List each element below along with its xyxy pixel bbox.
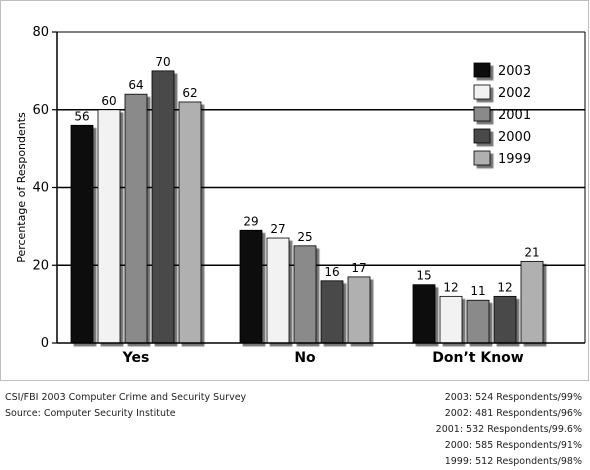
legend-swatch — [473, 84, 491, 100]
bars — [70, 70, 544, 344]
data-label: 70 — [155, 55, 170, 69]
y-tick-label: 60 — [32, 103, 49, 118]
data-label: 64 — [128, 78, 143, 92]
data-label: 16 — [324, 265, 339, 279]
data-label: 60 — [101, 94, 116, 108]
legend-label: 2000 — [498, 130, 531, 145]
bar — [347, 276, 371, 344]
respondent-line: 1999: 512 Respondents/98% — [444, 456, 582, 467]
bar — [239, 229, 263, 344]
legend-swatch — [473, 106, 491, 122]
source-line: CSI/FBI 2003 Computer Crime and Security… — [5, 392, 247, 403]
legend-swatch — [473, 62, 491, 78]
category-label: Yes — [122, 350, 150, 366]
bar — [493, 295, 517, 344]
bar — [466, 299, 490, 344]
respondent-line: 2002: 481 Respondents/96% — [444, 408, 582, 419]
legend-swatch — [473, 150, 491, 166]
respondent-line: 2000: 585 Respondents/91% — [444, 440, 582, 451]
y-tick-label: 0 — [41, 336, 49, 351]
y-tick-label: 20 — [32, 258, 49, 273]
axes — [52, 31, 586, 344]
y-tick-label: 40 — [32, 181, 49, 196]
data-label: 25 — [297, 230, 312, 244]
bar — [412, 284, 436, 344]
data-label: 12 — [497, 280, 512, 294]
legend-label: 2001 — [498, 108, 531, 123]
bar — [124, 93, 148, 344]
legend: 2003 2002 2001 2000 1999 — [473, 62, 531, 167]
data-label: 17 — [351, 261, 366, 275]
category-label: No — [294, 350, 316, 366]
category-label: Don’t Know — [432, 350, 524, 366]
legend-label: 2002 — [498, 86, 531, 101]
bar — [439, 295, 463, 344]
data-label: 11 — [470, 284, 485, 298]
bar — [320, 280, 344, 344]
respondent-notes: 2003: 524 Respondents/99% 2002: 481 Resp… — [436, 390, 582, 470]
data-label: 15 — [416, 269, 431, 283]
bar — [178, 101, 202, 344]
bar — [97, 109, 121, 344]
bar — [70, 124, 94, 344]
legend-label: 1999 — [498, 152, 531, 167]
source-line: Source: Computer Security Institute — [5, 408, 176, 419]
data-label: 62 — [182, 86, 197, 100]
y-axis-label: Percentage of Respondents — [15, 112, 28, 263]
respondent-line: 2001: 532 Respondents/99.6% — [435, 424, 582, 435]
bar — [520, 260, 544, 344]
data-label: 21 — [524, 245, 539, 259]
y-tick-label: 80 — [32, 25, 49, 40]
data-label: 29 — [243, 214, 258, 228]
data-label: 56 — [74, 109, 89, 123]
bar-chart: 0 20 40 60 80 Percentage of Respondents 56 60 64… — [15, 25, 586, 366]
data-label: 12 — [443, 280, 458, 294]
labels: 0 20 40 60 80 Percentage of Respondents 56 60 64… — [15, 25, 540, 366]
bar — [293, 245, 317, 344]
data-label: 27 — [270, 222, 285, 236]
legend-label: 2003 — [498, 64, 531, 79]
respondent-line: 2003: 524 Respondents/99% — [444, 392, 582, 403]
bar — [151, 70, 175, 344]
source-notes: CSI/FBI 2003 Computer Crime and Security… — [5, 390, 246, 422]
legend-swatch — [473, 128, 491, 144]
bar — [266, 237, 290, 344]
